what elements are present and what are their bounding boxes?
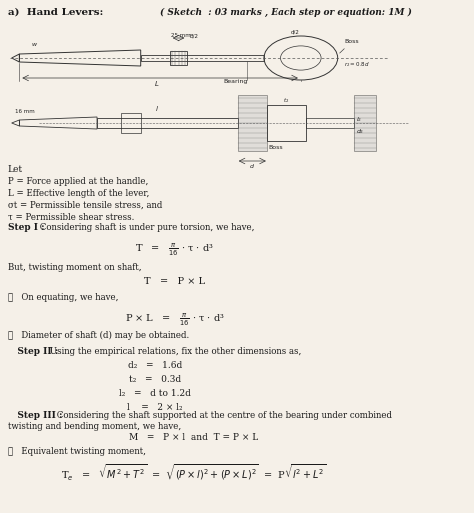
- Text: t₂   =   0.3d: t₂ = 0.3d: [129, 375, 182, 384]
- Text: σt = Permissible tensile stress, and: σt = Permissible tensile stress, and: [8, 201, 162, 210]
- Text: M   =   P × l  and  T = P × L: M = P × l and T = P × L: [129, 433, 259, 442]
- Text: $r_2 = 0.8d$: $r_2 = 0.8d$: [345, 60, 370, 69]
- Text: 25 mm: 25 mm: [171, 33, 191, 38]
- Text: Step II :: Step II :: [8, 347, 58, 356]
- Text: Step I :: Step I :: [8, 223, 45, 232]
- Text: $l_2$: $l_2$: [356, 115, 362, 124]
- Text: P = Force applied at the handle,: P = Force applied at the handle,: [8, 177, 148, 186]
- Text: ( Sketch  : 03 marks , Each step or equation: 1M ): ( Sketch : 03 marks , Each step or equat…: [160, 8, 412, 17]
- Text: Boss: Boss: [269, 145, 283, 150]
- Text: Bearing: Bearing: [223, 79, 247, 84]
- Polygon shape: [238, 95, 267, 151]
- Text: d/2: d/2: [291, 29, 300, 34]
- Text: twisting and bending moment, we have,: twisting and bending moment, we have,: [8, 422, 181, 431]
- Text: w: w: [31, 42, 36, 47]
- Text: T   =   $\frac{\pi}{16}$ · τ · d³: T = $\frac{\pi}{16}$ · τ · d³: [135, 241, 214, 258]
- Polygon shape: [354, 95, 375, 151]
- Text: τ = Permissible shear stress.: τ = Permissible shear stress.: [8, 213, 134, 222]
- Text: l: l: [155, 106, 157, 112]
- Text: P × L   =   $\frac{\pi}{16}$ · τ · d³: P × L = $\frac{\pi}{16}$ · τ · d³: [125, 311, 225, 328]
- Text: Boss: Boss: [340, 39, 359, 53]
- Text: $d_2$: $d_2$: [356, 127, 365, 136]
- Text: T   =   P × L: T = P × L: [144, 277, 205, 286]
- Text: Step III :: Step III :: [8, 411, 62, 420]
- Text: Let: Let: [8, 165, 23, 174]
- Text: But, twisting moment on shaft,: But, twisting moment on shaft,: [8, 263, 141, 272]
- Text: l    =   2 × l₂: l = 2 × l₂: [128, 403, 183, 412]
- Text: 16 mm: 16 mm: [15, 109, 34, 114]
- Text: Considering shaft is under pure torsion, we have,: Considering shaft is under pure torsion,…: [37, 223, 255, 232]
- Text: $t_2$: $t_2$: [283, 96, 290, 105]
- Text: B/2: B/2: [189, 33, 198, 38]
- Text: T$_e$   =   $\sqrt{M^2 + T^2}$  =  $\sqrt{(P \times l)^2 + (P \times L)^2}$  =  : T$_e$ = $\sqrt{M^2 + T^2}$ = $\sqrt{(P \…: [62, 463, 327, 483]
- Text: L = Effective length of the lever,: L = Effective length of the lever,: [8, 189, 149, 198]
- Text: l₂   =   d to 1.2d: l₂ = d to 1.2d: [119, 389, 191, 398]
- Text: d₂   =   1.6d: d₂ = 1.6d: [128, 361, 182, 370]
- Text: ∴   Diameter of shaft (d) may be obtained.: ∴ Diameter of shaft (d) may be obtained.: [8, 331, 189, 340]
- Text: a)  Hand Levers:: a) Hand Levers:: [8, 8, 103, 17]
- Text: Considering the shaft supported at the centre of the bearing under combined: Considering the shaft supported at the c…: [55, 411, 392, 420]
- Text: d: d: [249, 164, 254, 169]
- Text: Using the empirical relations, fix the other dimensions as,: Using the empirical relations, fix the o…: [46, 347, 301, 356]
- Text: ∴   On equating, we have,: ∴ On equating, we have,: [8, 293, 118, 302]
- Text: ∴   Equivalent twisting moment,: ∴ Equivalent twisting moment,: [8, 447, 146, 456]
- Text: L: L: [155, 81, 159, 87]
